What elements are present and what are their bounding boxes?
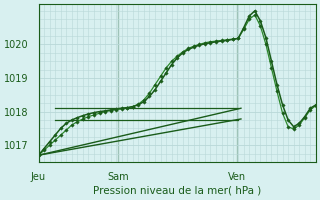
X-axis label: Pression niveau de la mer( hPa ): Pression niveau de la mer( hPa ) <box>93 186 261 196</box>
